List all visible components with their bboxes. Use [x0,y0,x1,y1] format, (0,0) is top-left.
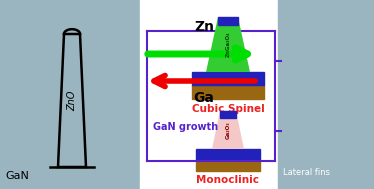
Text: Ga₂O₃: Ga₂O₃ [226,121,230,139]
Bar [192,72,264,85]
Bar [192,85,264,99]
Bar [220,111,236,118]
Bar [196,149,260,160]
Bar [218,17,238,25]
Text: Cubic Spinel: Cubic Spinel [191,104,264,114]
Bar [0,0,140,189]
Text: Zn: Zn [194,20,214,34]
Bar [278,0,374,189]
Polygon shape [206,17,250,72]
Text: GaN: GaN [5,171,29,181]
Bar [140,0,278,189]
Text: Ga: Ga [194,91,214,105]
Text: GaN growth: GaN growth [153,122,218,132]
Text: ZnGa₂O₄: ZnGa₂O₄ [226,32,230,57]
Text: ZnO: ZnO [67,90,77,111]
Text: Monoclinic: Monoclinic [196,175,260,185]
Bar [196,160,260,171]
Polygon shape [212,111,244,149]
Text: Lateral fins: Lateral fins [283,168,330,177]
